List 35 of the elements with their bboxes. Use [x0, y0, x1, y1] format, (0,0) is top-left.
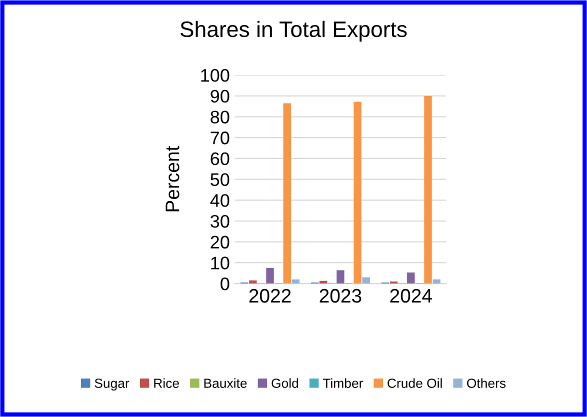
y-tick-label: 90 [210, 90, 230, 103]
bar [407, 272, 415, 284]
y-tick-label: 20 [210, 236, 230, 249]
y-tick-label: 40 [210, 194, 230, 207]
bar [390, 281, 398, 284]
bar [432, 279, 440, 284]
bar [336, 270, 344, 284]
bar [266, 268, 274, 284]
legend-label: Rice [154, 378, 179, 388]
y-axis-title: Percent [166, 146, 180, 212]
x-tick-label: 2024 [390, 288, 432, 303]
x-tick-label: 2023 [320, 288, 362, 303]
y-tick-label: 60 [210, 152, 230, 166]
legend-label: Gold [272, 378, 298, 388]
legend-label: Others [467, 378, 506, 388]
legend-label: Sugar [94, 378, 130, 391]
y-tick-label: 10 [211, 256, 230, 270]
bar [283, 103, 291, 284]
y-tick-label: 0 [220, 277, 230, 290]
bar [249, 280, 257, 284]
y-tick-label: 80 [210, 110, 230, 124]
bar [292, 279, 300, 284]
legend-label: Timber [322, 378, 363, 388]
bar [320, 280, 328, 284]
legend-label: Crude Oil [388, 378, 442, 388]
y-tick-label: 50 [210, 173, 230, 186]
x-tick-label: 2022 [249, 288, 291, 303]
bar [424, 96, 432, 284]
bar [354, 102, 362, 284]
legend-label: Bauxite [204, 378, 247, 388]
bar [362, 277, 370, 284]
y-tick-label: 100 [201, 68, 230, 82]
y-tick-label: 30 [210, 214, 230, 228]
chart-title: Shares in Total Exports [180, 20, 407, 42]
y-tick-label: 70 [210, 132, 230, 144]
